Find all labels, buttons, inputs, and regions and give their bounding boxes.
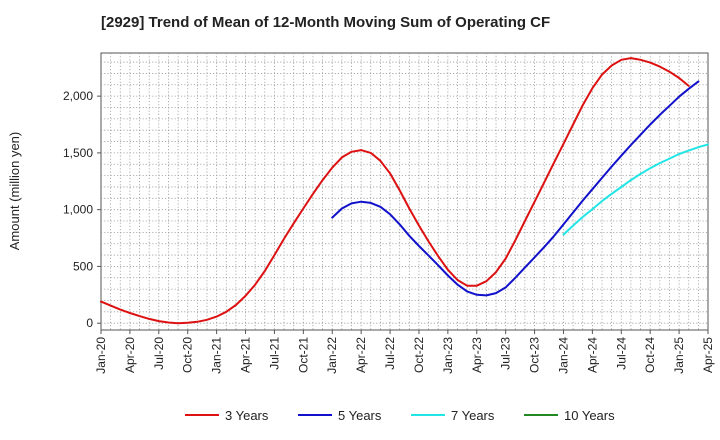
x-tick-label: Apr-20 — [123, 337, 137, 373]
series-line-7-years — [562, 143, 709, 236]
legend: 3 Years 5 Years 7 Years 10 Years — [185, 408, 615, 423]
x-tick-label: Apr-22 — [354, 337, 368, 373]
grid — [101, 53, 708, 330]
x-axis: Jan-20 Apr-20 Jul-20 Oct-20 Jan-21 Apr-21 Jul-… — [94, 330, 715, 374]
x-tick-label: Jan-20 — [94, 337, 108, 374]
y-tick-label: 2,000 — [63, 89, 93, 103]
y-axis: 0 500 1,000 1,500 2,000 — [63, 89, 101, 330]
series-lines — [100, 57, 709, 325]
x-tick-label: Jan-24 — [556, 337, 570, 374]
x-tick-label: Apr-25 — [701, 337, 715, 373]
y-tick-label: 1,000 — [63, 203, 93, 217]
x-tick-label: Jan-25 — [672, 337, 686, 374]
x-tick-label: Oct-22 — [412, 337, 426, 373]
legend-label: 5 Years — [338, 408, 382, 423]
x-tick-label: Apr-21 — [239, 337, 253, 373]
chart-title: [2929] Trend of Mean of 12-Month Moving … — [101, 14, 550, 31]
x-tick-label: Jul-24 — [614, 337, 628, 370]
x-tick-label: Jul-21 — [267, 337, 281, 370]
x-tick-label: Jul-22 — [383, 337, 397, 370]
x-tick-label: Jul-23 — [499, 337, 513, 370]
x-tick-label: Oct-21 — [296, 337, 310, 373]
y-tick-label: 1,500 — [63, 146, 93, 160]
legend-label: 3 Years — [225, 408, 269, 423]
series-line-3-years — [100, 57, 690, 325]
x-tick-label: Oct-24 — [643, 337, 657, 373]
legend-label: 10 Years — [564, 408, 615, 423]
plot-area — [100, 52, 709, 331]
x-tick-label: Jan-22 — [325, 337, 339, 374]
x-tick-label: Apr-23 — [470, 337, 484, 373]
x-tick-label: Jan-23 — [441, 337, 455, 374]
y-tick-label: 0 — [86, 316, 93, 330]
y-tick-label: 500 — [73, 259, 93, 273]
x-tick-label: Jul-20 — [152, 337, 166, 370]
x-tick-label: Apr-24 — [585, 337, 599, 373]
y-axis-label: Amount (million yen) — [7, 132, 22, 251]
x-tick-label: Oct-20 — [181, 337, 195, 373]
x-tick-label: Oct-23 — [528, 337, 542, 373]
series-line-5-years — [331, 80, 700, 297]
x-tick-label: Jan-21 — [210, 337, 224, 374]
legend-label: 7 Years — [451, 408, 495, 423]
